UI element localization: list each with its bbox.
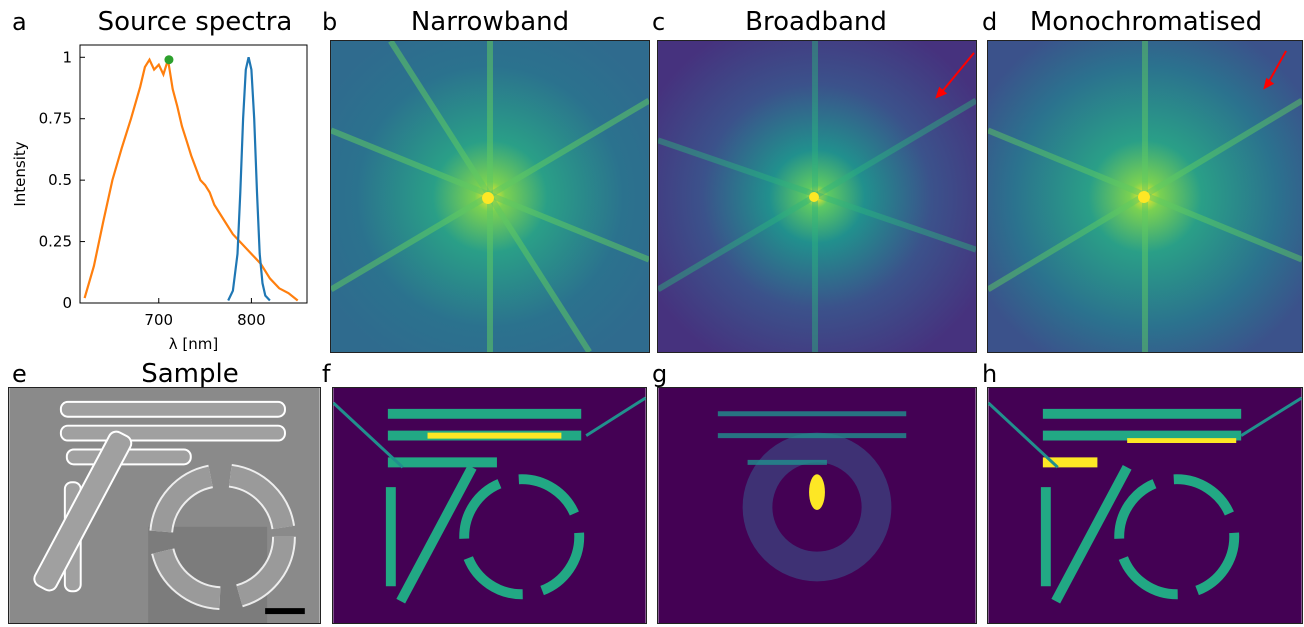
xtick-label: 700 xyxy=(144,311,173,329)
peak-marker xyxy=(164,55,174,65)
ytick-label: 0.25 xyxy=(39,233,72,251)
panel-letter-h: h xyxy=(982,360,998,388)
ytick-label: 0.75 xyxy=(39,110,72,128)
x-axis-label: λ [nm] xyxy=(169,335,218,353)
arrow-indicator-d xyxy=(1267,50,1287,84)
y-axis-label: Intensity xyxy=(11,141,29,206)
panel-letter-c: c xyxy=(652,8,666,36)
panel-letter-e: e xyxy=(12,360,27,388)
title-narrowband: Narrowband xyxy=(410,7,570,37)
panel-letter-d: d xyxy=(982,8,998,36)
plot-frame xyxy=(79,44,308,304)
scale-bar-icon xyxy=(265,608,305,615)
panel-letter-g: g xyxy=(652,360,668,388)
panel-letter-b: b xyxy=(322,8,338,36)
ytick-label: 1 xyxy=(62,48,72,66)
sem-sample-image xyxy=(8,387,321,624)
diffraction-monochromatised-image xyxy=(987,40,1303,353)
xtick-label: 800 xyxy=(237,311,266,329)
title-sample: Sample xyxy=(141,359,239,389)
title-source-spectra: Source spectra xyxy=(97,7,293,37)
series-line-1 xyxy=(227,57,271,302)
series-line-0 xyxy=(83,57,299,302)
title-broadband: Broadband xyxy=(745,7,887,37)
diffraction-broadband-image xyxy=(657,40,977,353)
title-monochromatised: Monochromatised xyxy=(1029,7,1263,37)
panel-letter-f: f xyxy=(322,360,331,388)
diffraction-narrowband-image xyxy=(330,40,650,353)
arrow-head-icon xyxy=(1263,77,1275,90)
reconstruction-narrowband-image xyxy=(332,387,647,624)
reconstruction-broadband-image xyxy=(657,387,977,624)
reconstruction-monochromatised-image xyxy=(987,387,1303,624)
spectra-chart: 0 0.25 0.5 0.75 1 700 800 λ [nm] Intensity xyxy=(11,44,308,353)
arrow-indicator-c xyxy=(940,52,975,94)
ytick-label: 0.5 xyxy=(48,171,72,189)
panel-letter-a: a xyxy=(12,8,27,36)
ytick-label: 0 xyxy=(62,294,72,312)
arrow-head-icon xyxy=(935,86,948,99)
